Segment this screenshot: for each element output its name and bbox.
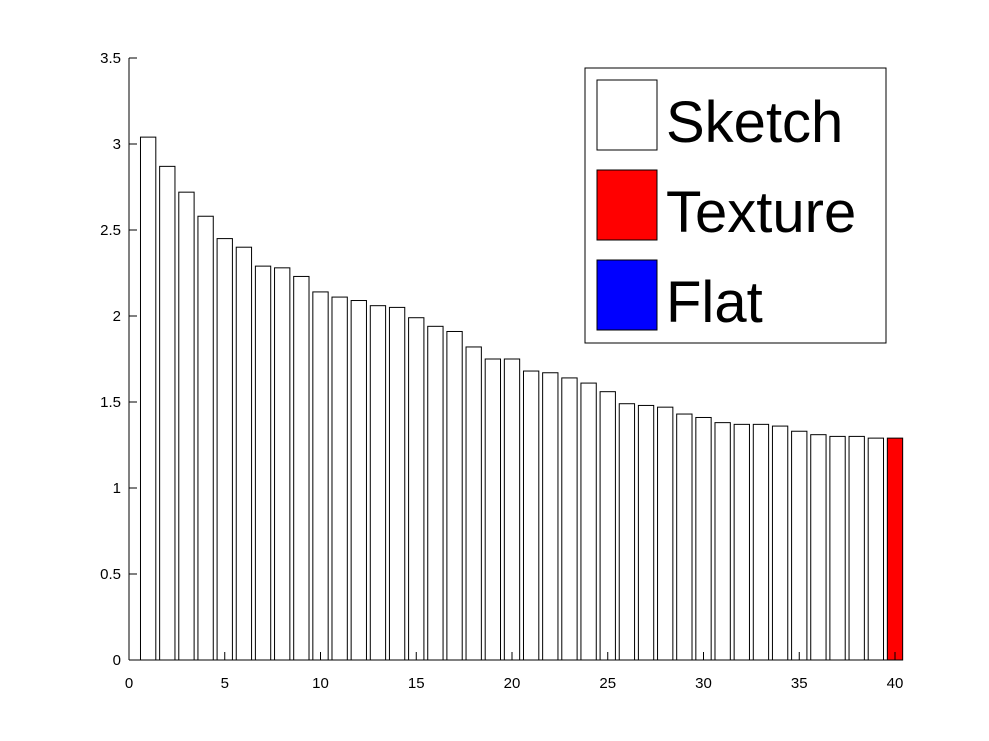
- x-tick-label: 25: [599, 675, 616, 692]
- bar-16: [427, 325, 444, 661]
- bar-33: [752, 423, 770, 661]
- bar-11: [331, 296, 348, 661]
- bar-38: [848, 435, 865, 661]
- bar-37: [829, 435, 846, 661]
- bar-23: [561, 377, 578, 661]
- x-tick-label: 15: [408, 675, 425, 692]
- x-tick-label: 0: [125, 675, 133, 692]
- legend-swatch-sketch: [596, 79, 658, 151]
- x-tick-label: 35: [791, 675, 808, 692]
- bar-2: [159, 165, 176, 661]
- bar-8: [274, 267, 291, 661]
- bar-19: [484, 358, 502, 661]
- bar-18: [465, 346, 482, 661]
- bar-13: [369, 305, 387, 661]
- bars-layer: [139, 136, 904, 661]
- x-tick-label: 20: [504, 675, 521, 692]
- bar-14: [388, 306, 406, 661]
- y-tick-label: 0.5: [100, 566, 121, 583]
- bar-15: [408, 317, 425, 661]
- bar-31: [714, 422, 731, 661]
- bar-22: [542, 372, 559, 661]
- bar-6: [235, 246, 253, 661]
- legend-label-sketch: Sketch: [666, 90, 843, 155]
- axes-layer: 0 5 10 15 20 25 30 35 40 0 0.5 1 1.5 2 2.5 3 3.5: [100, 50, 903, 692]
- bar-17: [446, 330, 463, 661]
- bar-1: [139, 136, 157, 661]
- legend-swatch-flat: [596, 259, 658, 331]
- bar-12: [350, 300, 367, 661]
- y-tick-label: 0: [113, 652, 121, 669]
- bar-40: [886, 437, 904, 661]
- bar-32: [733, 423, 750, 661]
- bar-25: [599, 391, 616, 661]
- bar-36: [810, 434, 827, 661]
- bar-21: [522, 370, 540, 661]
- legend-swatch-texture: [596, 169, 658, 241]
- bar-24: [580, 382, 597, 661]
- bar-35: [791, 430, 808, 661]
- x-tick-label: 40: [887, 675, 904, 692]
- bar-4: [197, 215, 214, 661]
- legend: Sketch Texture Flat: [584, 67, 887, 344]
- bar-30: [695, 416, 712, 661]
- bar-7: [254, 265, 272, 661]
- bar-26: [618, 403, 636, 661]
- y-tick-label: 1.5: [100, 394, 121, 411]
- bar-27: [637, 404, 655, 661]
- legend-label-flat: Flat: [666, 270, 763, 335]
- bar-28: [657, 406, 674, 661]
- bar-39: [867, 437, 885, 661]
- bar-3: [178, 191, 195, 661]
- x-tick-label: 30: [695, 675, 712, 692]
- bar-10: [312, 291, 329, 661]
- x-tick-label: 5: [221, 675, 229, 692]
- bar-34: [771, 425, 789, 661]
- bar-9: [293, 275, 310, 661]
- y-tick-label: 1: [113, 480, 121, 497]
- bar-29: [676, 413, 693, 661]
- x-tick-label: 10: [312, 675, 329, 692]
- y-tick-label: 3: [113, 136, 121, 153]
- y-tick-label: 2.5: [100, 222, 121, 239]
- y-tick-label: 2: [113, 308, 121, 325]
- bar-5: [216, 238, 233, 661]
- legend-label-texture: Texture: [666, 180, 856, 245]
- y-tick-label: 3.5: [100, 50, 121, 67]
- bar-20: [503, 358, 521, 661]
